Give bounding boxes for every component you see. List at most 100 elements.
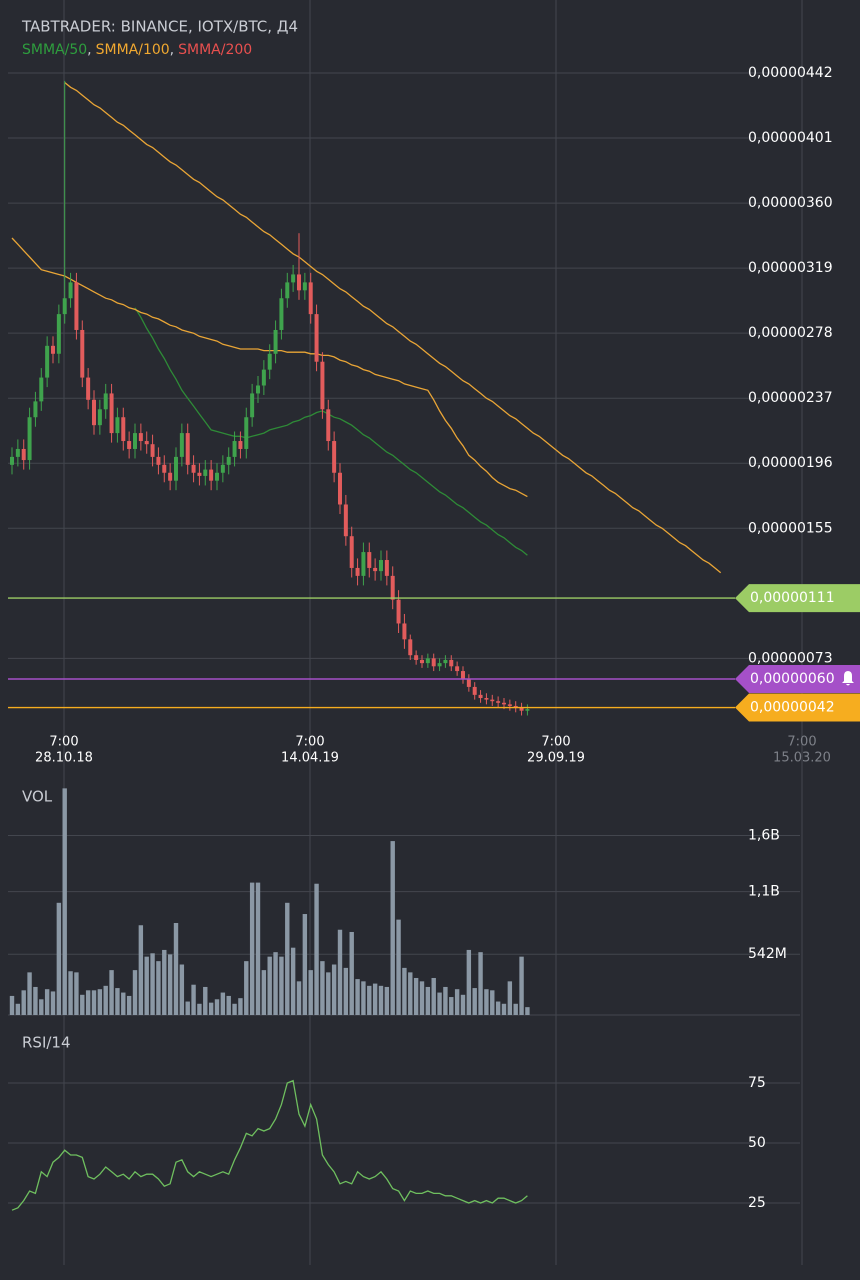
candle-body: [115, 417, 120, 434]
candle-body: [367, 552, 372, 568]
volume-bar: [185, 1001, 190, 1015]
volume-bar: [484, 989, 489, 1015]
y-tick-label: 1,1B: [748, 884, 780, 900]
candle-body: [162, 464, 167, 473]
candle-body: [402, 623, 407, 640]
volume-bar: [501, 1003, 507, 1015]
candle-body: [302, 282, 307, 291]
volume-bar: [144, 956, 149, 1015]
candle-body: [138, 433, 143, 442]
candle-body: [419, 659, 424, 664]
legend-entry: SMMA/200: [178, 42, 252, 58]
volume-bar: [50, 991, 56, 1015]
candle-body: [507, 704, 512, 706]
volume-bar: [68, 971, 73, 1015]
volume-bar: [372, 983, 378, 1015]
candle-body: [443, 659, 448, 664]
candle-body: [232, 441, 237, 457]
x-tick-date: 15.03.20: [773, 751, 831, 766]
candle-body: [285, 282, 290, 299]
volume-bar: [97, 989, 103, 1015]
volume-bar: [249, 882, 255, 1015]
candle-body: [255, 385, 260, 394]
volume-bar: [331, 964, 337, 1015]
candle-body: [56, 314, 61, 354]
volume-bar: [220, 992, 226, 1015]
volume-bar: [80, 994, 85, 1015]
candle-body: [214, 472, 219, 481]
candle-body: [343, 504, 348, 537]
y-tick-label: 25: [748, 1195, 766, 1211]
candle-body: [320, 361, 325, 410]
candle-body: [109, 393, 114, 434]
volume-bar: [454, 989, 460, 1015]
legend-entry: SMMA/100: [96, 42, 170, 58]
volume-bar: [449, 997, 454, 1015]
candle-body: [103, 393, 108, 410]
candle-body: [267, 353, 272, 370]
volume-bar: [56, 902, 62, 1015]
candle-body: [144, 441, 149, 445]
candle-body: [132, 433, 137, 449]
candle-body: [296, 274, 301, 291]
volume-bar: [343, 967, 349, 1015]
volume-bar: [238, 998, 243, 1015]
volume-bar: [478, 952, 483, 1015]
volume-label: VOL: [22, 788, 53, 806]
volume-bar: [285, 902, 290, 1015]
candle-body: [39, 377, 44, 402]
chart-title: TABTRADER: BINANCE, IOTX/BTC, Д4: [21, 18, 298, 36]
candle-body: [68, 282, 73, 299]
candle-body: [291, 274, 296, 283]
candle-body: [127, 441, 132, 449]
volume-bar: [9, 995, 15, 1015]
volume-bar: [296, 981, 302, 1015]
candle-body: [501, 702, 506, 705]
volume-bar: [367, 985, 372, 1015]
candle-body: [378, 560, 383, 572]
candle-body: [244, 417, 249, 449]
alert-bell-icon: [842, 670, 854, 686]
volume-bar: [314, 883, 319, 1015]
x-tick-time: 7:00: [787, 735, 816, 750]
candle-body: [45, 345, 50, 378]
volume-bar: [378, 985, 384, 1015]
candle-body: [460, 671, 465, 679]
volume-bar: [162, 949, 167, 1015]
volume-bar: [279, 956, 284, 1015]
y-tick-label: 0,00000401: [748, 130, 833, 146]
y-tick-label: 542M: [748, 946, 787, 962]
volume-bar: [62, 788, 67, 1015]
candle-body: [74, 282, 79, 330]
volume-bar: [519, 956, 524, 1015]
candle-body: [355, 567, 360, 576]
candle-body: [261, 369, 266, 386]
volume-bar: [167, 954, 173, 1015]
volume-bar: [44, 989, 50, 1015]
volume-bar: [197, 1003, 202, 1015]
candle-body: [414, 655, 419, 660]
volume-bar: [156, 961, 161, 1015]
volume-bar: [27, 972, 32, 1015]
candle-body: [220, 464, 225, 473]
volume-bar: [103, 985, 108, 1015]
candle-body: [86, 377, 91, 400]
y-tick-label: 0,00000278: [748, 325, 833, 341]
volume-bar: [15, 1003, 21, 1015]
candle-body: [361, 552, 366, 576]
price-tag: [735, 584, 860, 613]
price-tag: [735, 664, 860, 693]
volume-bar: [109, 970, 114, 1015]
candle-body: [33, 401, 38, 418]
volume-bar: [191, 984, 196, 1015]
candle-body: [80, 329, 85, 378]
candle-body: [332, 441, 337, 473]
candle-body: [273, 329, 278, 354]
overlay-layer: 7:0028.10.187:0014.04.197:0029.09.197:00…: [8, 42, 860, 1211]
volume-bar: [39, 999, 44, 1015]
candle-body: [91, 399, 96, 426]
volume-bar: [402, 967, 407, 1015]
candle-body: [156, 456, 161, 465]
candle-body: [408, 639, 413, 656]
y-tick-label: 50: [748, 1135, 766, 1151]
